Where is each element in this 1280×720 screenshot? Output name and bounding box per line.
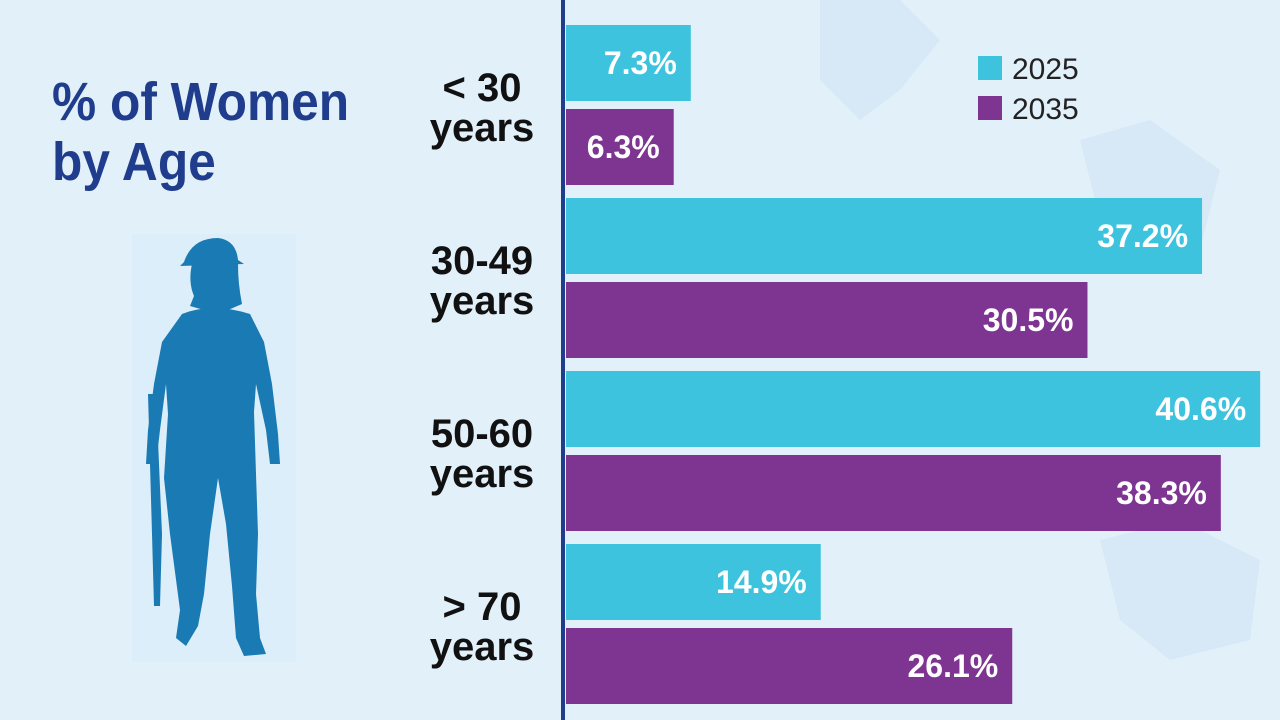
- woman-soldier-silhouette-icon: [132, 234, 296, 662]
- bar-2025-3: [566, 544, 821, 620]
- bar-2035-0: [566, 109, 674, 185]
- category-label: 30-49: [431, 239, 533, 283]
- bar-2035-1: [566, 282, 1088, 358]
- page-title: % of Women by Age: [52, 72, 350, 192]
- category-label: < 30: [443, 66, 522, 110]
- legend-swatch-2035: [978, 96, 1002, 120]
- category-label-unit: years: [430, 625, 535, 669]
- legend-label: 2035: [1012, 93, 1079, 126]
- bar-value-label: 30.5%: [983, 302, 1074, 338]
- bar-2035-3: [566, 628, 1013, 704]
- category-label-unit: years: [430, 106, 535, 150]
- legend-swatch-2025: [978, 56, 1002, 80]
- category-label-unit: years: [430, 452, 535, 496]
- bar-2025-2: [566, 371, 1261, 447]
- legend-label: 2025: [1012, 53, 1079, 86]
- bar-value-label: 40.6%: [1155, 391, 1246, 427]
- category-label: 50-60: [431, 412, 533, 456]
- bar-value-label: 26.1%: [908, 648, 999, 684]
- bar-value-label: 38.3%: [1116, 475, 1207, 511]
- bar-value-label: 14.9%: [716, 564, 807, 600]
- category-label-unit: years: [430, 279, 535, 323]
- bar-value-label: 6.3%: [587, 129, 660, 165]
- bar-2035-2: [566, 455, 1221, 531]
- bar-value-label: 7.3%: [604, 45, 677, 81]
- bar-2025-0: [566, 25, 691, 101]
- bar-2025-1: [566, 198, 1203, 274]
- category-label: > 70: [443, 585, 522, 629]
- bar-value-label: 37.2%: [1097, 218, 1188, 254]
